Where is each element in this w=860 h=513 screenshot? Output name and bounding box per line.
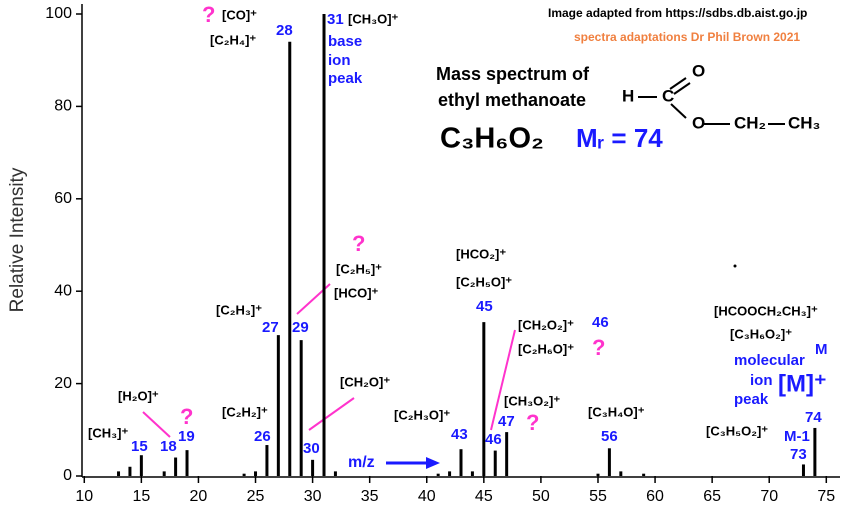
annotation: Mass spectrum of — [436, 64, 590, 84]
annotation: C₃H₆O₂ — [440, 123, 544, 155]
annotation: peak — [328, 70, 363, 87]
annotation: 27 — [262, 319, 279, 336]
y-tick-label: 40 — [54, 282, 72, 299]
annotation: CH₃ — [788, 113, 820, 132]
annotation: ? — [526, 410, 539, 435]
annotation: ? — [592, 335, 605, 360]
annotation: ? — [352, 231, 365, 256]
annotation: 43 — [451, 426, 468, 443]
annotation: Mᵣ = 74 — [576, 123, 663, 153]
x-tick-label: 15 — [132, 488, 150, 505]
annotation: [C₂H₅O]⁺ — [456, 274, 512, 289]
annotation: ion — [750, 372, 773, 389]
annotation: 30 — [303, 440, 320, 457]
bond — [670, 103, 687, 119]
x-tick-label: 55 — [589, 488, 607, 505]
annotation: 15 — [131, 438, 148, 455]
annotation: [HCOOCH₂CH₃]⁺ — [714, 303, 818, 318]
annotation: [HCO]⁺ — [334, 285, 379, 300]
annotation: M — [815, 341, 828, 358]
annotation: 46 — [592, 314, 609, 331]
annotation: M-1 — [784, 428, 810, 445]
annotation: [C₂H₅]⁺ — [336, 261, 382, 276]
annotation: H — [622, 86, 634, 105]
annotation: C — [662, 86, 674, 105]
annotation: 45 — [476, 298, 493, 315]
x-tick-label: 45 — [475, 488, 493, 505]
annotation: spectra adaptations Dr Phil Brown 2021 — [574, 30, 800, 44]
annotation: 56 — [601, 428, 618, 445]
annotation: 31 — [327, 11, 344, 28]
annotation: CH₂ — [734, 113, 766, 132]
y-tick-label: 0 — [63, 467, 72, 484]
x-tick-label: 10 — [75, 488, 93, 505]
annotation: [C₃H₅O₂]⁺ — [706, 423, 768, 438]
annotation: 18 — [160, 438, 177, 455]
annotation: 46 — [485, 431, 502, 448]
annotation: [CH₂O]⁺ — [340, 374, 390, 389]
annotation: m/z — [348, 454, 375, 471]
x-tick-label: 65 — [703, 488, 721, 505]
annotation: Image adapted from https://sdbs.db.aist.… — [548, 6, 807, 20]
dot — [733, 264, 737, 268]
annotation: 74 — [805, 409, 822, 426]
annotation: [H₂O]⁺ — [118, 388, 159, 403]
y-axis-label: Relative Intensity — [7, 167, 28, 312]
annotation: 29 — [292, 319, 309, 336]
annotation: [CH₃O]⁺ — [348, 11, 399, 26]
annotation: 19 — [178, 428, 195, 445]
annotation: [CH₃]⁺ — [88, 425, 128, 440]
annotation: 28 — [276, 22, 293, 39]
arrow-head — [426, 457, 440, 469]
annotation: O — [692, 113, 705, 132]
x-tick-label: 25 — [247, 488, 265, 505]
annotation: peak — [734, 391, 769, 408]
annotation: ? — [202, 2, 215, 27]
bond — [669, 77, 687, 90]
annotation: [M]⁺ — [778, 370, 827, 397]
annotation: [C₂H₃]⁺ — [216, 302, 262, 317]
x-tick-label: 30 — [304, 488, 322, 505]
annotation: ? — [180, 404, 193, 429]
x-tick-label: 50 — [532, 488, 550, 505]
x-tick-label: 35 — [361, 488, 379, 505]
annotation: [C₂H₃O]⁺ — [394, 407, 450, 422]
x-tick-label: 20 — [190, 488, 208, 505]
annotation: 26 — [254, 428, 271, 445]
annotation: [CH₂O₂]⁺ — [518, 317, 574, 332]
y-tick-label: 100 — [45, 5, 72, 22]
annotation: base — [328, 33, 362, 50]
x-tick-label: 40 — [418, 488, 436, 505]
annotation: [C₂H₂]⁺ — [222, 404, 268, 419]
y-tick-label: 20 — [54, 375, 72, 392]
annotation: [CH₃O₂]⁺ — [504, 393, 560, 408]
annotation: ion — [328, 52, 351, 69]
annotation: [HCO₂]⁺ — [456, 246, 506, 261]
annotation: O — [692, 61, 705, 80]
leader-line — [142, 411, 171, 438]
y-tick-label: 80 — [54, 98, 72, 115]
annotation: [C₂H₄]⁺ — [210, 32, 256, 47]
x-tick-label: 75 — [817, 488, 835, 505]
annotation: [C₂H₆O]⁺ — [518, 341, 574, 356]
annotation: 73 — [790, 446, 807, 463]
x-tick-label: 70 — [760, 488, 778, 505]
annotation: [C₃H₄O]⁺ — [588, 404, 645, 419]
annotation: molecular — [734, 352, 805, 369]
leader-line — [308, 397, 355, 431]
y-tick-label: 60 — [54, 190, 72, 207]
annotation: [C₃H₆O₂]⁺ — [730, 326, 792, 341]
annotation: ethyl methanoate — [438, 90, 586, 110]
x-tick-label: 60 — [646, 488, 664, 505]
annotation: 47 — [498, 413, 515, 430]
annotation: [CO]⁺ — [222, 7, 257, 22]
leader-line — [490, 329, 516, 431]
bond — [673, 82, 691, 95]
